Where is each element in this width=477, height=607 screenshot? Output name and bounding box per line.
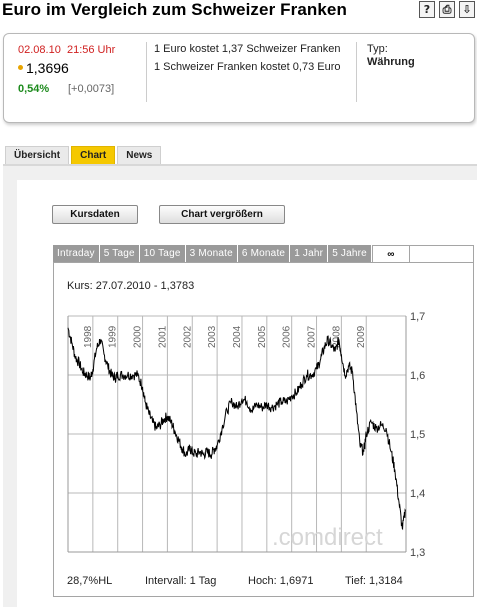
print-icon[interactable]: ⎙ <box>439 1 455 18</box>
x-tick-label: 2009 <box>356 325 367 348</box>
quote-change-abs: [+0,0073] <box>68 83 115 95</box>
series-line <box>67 327 406 531</box>
y-tick-label: 1,3 <box>410 547 425 559</box>
kurs-label: Kurs: 27.07.2010 - 1,3783 <box>67 280 195 292</box>
main-tabs: Übersicht Chart News <box>5 146 163 164</box>
range-tab-5-jahre[interactable]: 5 Jahre <box>328 245 372 262</box>
conversion-info: 1 Euro kostet 1,37 Schweizer Franken 1 S… <box>154 43 349 79</box>
page-title: Euro im Vergleich zum Schweizer Franken <box>2 0 347 19</box>
range-tabs: Intraday 5 Tage 10 Tage 3 Monate 6 Monat… <box>53 245 410 263</box>
footer-hl: 28,7%HL <box>67 575 113 587</box>
x-tick-label: 2007 <box>307 325 318 348</box>
range-tab-3-monate[interactable]: 3 Monate <box>185 245 238 262</box>
x-tick-label: 2002 <box>182 325 193 348</box>
quote-change-pct: 0,54% <box>18 83 50 95</box>
range-tab-10-tage[interactable]: 10 Tage <box>139 245 186 262</box>
quote-time: 21:56 Uhr <box>66 44 116 56</box>
y-tick-label: 1,4 <box>410 488 425 500</box>
chart-grid <box>67 315 407 553</box>
x-tick-label: 2003 <box>207 325 218 348</box>
range-tabs-divider <box>53 262 474 263</box>
range-tab-6-monate[interactable]: 6 Monate <box>237 245 291 262</box>
x-tick-label: 2008 <box>331 325 342 348</box>
x-tick-label: 1999 <box>108 325 119 348</box>
x-tick-label: 2005 <box>257 325 268 348</box>
footer-tief: Tief: 1,3184 <box>345 575 403 587</box>
title-icons: ? ⎙ ⇩ <box>419 1 475 18</box>
divider <box>146 42 147 102</box>
x-tick-label: 1998 <box>83 325 94 348</box>
price-dot-icon <box>18 65 23 70</box>
help-icon[interactable]: ? <box>419 1 435 18</box>
y-tick-labels: 1,7 1,6 1,5 1,4 1,3 <box>410 311 425 559</box>
x-tick-label: 2001 <box>157 325 168 348</box>
tab-news[interactable]: News <box>117 146 162 164</box>
chart-vergroessern-button[interactable]: Chart vergrößern <box>159 205 285 224</box>
y-tick-label: 1,5 <box>410 429 425 441</box>
range-tab-5-tage[interactable]: 5 Tage <box>99 245 140 262</box>
price-chart: 1998 1999 2000 2001 2002 2003 2004 2005 2006 2007… <box>67 311 425 559</box>
y-tick-label: 1,7 <box>410 311 425 323</box>
footer-intervall: Intervall: 1 Tag <box>145 575 217 587</box>
quote-box: 02.08.10 21:56 Uhr 1,3696 0,54% [+0,0073… <box>3 33 475 123</box>
quote-date: 02.08.10 <box>18 44 61 56</box>
x-tick-label: 2006 <box>282 325 293 348</box>
type-value: Währung <box>367 56 415 68</box>
tab-uebersicht[interactable]: Übersicht <box>5 146 70 164</box>
conversion-line-1: 1 Euro kostet 1,37 Schweizer Franken <box>154 43 341 55</box>
quote-datetime: 02.08.10 21:56 Uhr <box>18 44 115 56</box>
footer-hoch: Hoch: 1,6971 <box>248 575 314 587</box>
quote-price: 1,3696 <box>26 60 69 76</box>
range-tab-1-jahr[interactable]: 1 Jahr <box>290 245 329 262</box>
divider <box>356 42 357 102</box>
x-tick-label: 2000 <box>133 325 144 348</box>
range-tab-max[interactable]: ∞ <box>371 245 410 263</box>
kursdaten-button[interactable]: Kursdaten <box>52 205 138 224</box>
x-tick-label: 2004 <box>232 325 243 348</box>
export-icon[interactable]: ⇩ <box>459 1 475 18</box>
chart-frame <box>53 245 474 597</box>
comdirect-watermark: .comdirect <box>272 524 383 551</box>
y-tick-label: 1,6 <box>410 370 425 382</box>
tab-divider <box>3 164 477 166</box>
type-label: Typ: <box>367 43 388 55</box>
range-tab-intraday[interactable]: Intraday <box>53 245 100 262</box>
tab-chart[interactable]: Chart <box>71 146 116 164</box>
x-tick-labels: 1998 1999 2000 2001 2002 2003 2004 2005 2006 2007… <box>83 325 367 348</box>
conversion-line-2: 1 Schweizer Franken kostet 0,73 Euro <box>154 61 341 73</box>
